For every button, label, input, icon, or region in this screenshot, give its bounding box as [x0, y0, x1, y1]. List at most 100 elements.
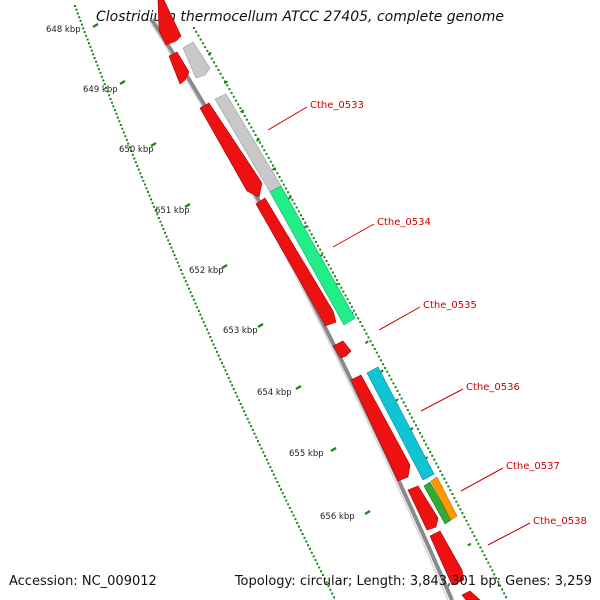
ruler-dot: [236, 395, 239, 398]
outer-ring-dot: [396, 389, 399, 392]
cds-feature[interactable]: [332, 340, 352, 359]
ruler-dot: [105, 86, 108, 89]
ruler-dot: [140, 176, 143, 179]
ruler-dot: [131, 153, 134, 156]
ruler-tick-label: 653 kbp: [223, 326, 258, 336]
outer-ring-dot: [289, 195, 292, 198]
ruler-dot: [125, 138, 128, 141]
outer-ring-dot: [352, 309, 355, 312]
outer-ring-dot: [350, 305, 353, 308]
cds-feature[interactable]: [407, 485, 439, 531]
leader-line: [420, 388, 464, 412]
ruler-dot: [170, 246, 173, 249]
gene-label[interactable]: Cthe_0535: [423, 300, 477, 311]
outer-ring-dot: [261, 145, 264, 148]
ruler-dot: [122, 131, 125, 134]
cds-feature[interactable]: [350, 374, 411, 482]
outer-ring-dot: [312, 237, 315, 240]
cds-feature[interactable]: [157, 0, 182, 46]
ruler-dot: [162, 228, 165, 231]
ruler-dot: [272, 473, 275, 476]
ruler-tick-label: 656 kbp: [320, 512, 355, 522]
ruler-dot: [299, 529, 302, 532]
outer-ring-dot: [425, 443, 428, 446]
ruler-dot: [97, 68, 100, 71]
ruler-dot: [234, 391, 237, 394]
ruler-dot: [290, 510, 293, 513]
outer-ring-dot: [340, 286, 343, 289]
cds-feature[interactable]: [430, 476, 458, 521]
ruler-dot: [154, 209, 157, 212]
ruler-dot: [327, 585, 330, 588]
outer-ring-dot: [219, 72, 222, 75]
ruler-dot: [276, 481, 279, 483]
ruler-dot: [320, 570, 323, 573]
accession-value: NC_009012: [81, 574, 157, 589]
outer-ring-dot: [417, 428, 419, 431]
outer-ring-dot: [439, 470, 442, 473]
outer-ring-dot: [481, 550, 484, 553]
cds-feature[interactable]: [168, 51, 190, 85]
ruler-dot: [116, 116, 119, 119]
outer-ring-dot: [495, 577, 498, 580]
cds-feature[interactable]: [255, 197, 337, 327]
gene-label[interactable]: Cthe_0538: [533, 516, 587, 527]
outer-ring-dot: [304, 221, 307, 224]
outer-ring-tick: [467, 542, 472, 547]
outer-ring-dot: [250, 126, 253, 129]
outer-ring-dot: [308, 229, 311, 232]
outer-ring-dot: [254, 134, 257, 136]
outer-ring-tick: [287, 196, 292, 200]
outer-ring-dot: [221, 76, 224, 79]
outer-ring-dot: [459, 508, 462, 511]
cds-feature[interactable]: [366, 366, 435, 481]
ruler-dot: [232, 388, 235, 390]
ruler-dot: [111, 101, 113, 104]
gene-label[interactable]: Cthe_0533: [310, 100, 364, 111]
outer-ring-dot: [300, 214, 302, 217]
outer-ring-dot: [336, 279, 339, 282]
ruler-dot: [307, 544, 310, 547]
ruler-dot: [76, 12, 79, 15]
outer-ring-dot: [475, 538, 478, 541]
ruler-dot: [133, 157, 136, 160]
outer-ring-dot: [293, 202, 296, 205]
outer-ring-dot: [394, 386, 397, 389]
ruler-dot: [82, 27, 85, 30]
ruler-dot: [139, 172, 142, 175]
cds-feature[interactable]: [429, 530, 465, 586]
outer-ring-dot: [239, 107, 242, 110]
outer-ring-dot: [404, 405, 407, 408]
gene-label[interactable]: Cthe_0537: [506, 461, 560, 472]
outer-ring-dot: [380, 359, 382, 362]
ruler-tick-label: 648 kbp: [46, 25, 81, 35]
outer-ring-dot: [201, 42, 204, 45]
outer-ring-tick: [256, 138, 261, 142]
ruler-dot: [179, 269, 182, 271]
cds-feature[interactable]: [199, 102, 263, 198]
outer-ring-dot: [453, 496, 456, 499]
ruler-dot: [74, 5, 76, 7]
outer-ring-dot: [265, 153, 268, 156]
gene-label[interactable]: Cthe_0534: [377, 217, 431, 228]
ruler-dot: [191, 295, 194, 298]
length-label: Length:: [356, 574, 406, 589]
ruler-dot: [118, 120, 121, 123]
cds-feature[interactable]: [461, 590, 481, 600]
gene-label[interactable]: Cthe_0536: [466, 382, 520, 393]
cds-feature[interactable]: [269, 185, 356, 326]
ruler-dot: [265, 458, 268, 461]
outer-ring-dot: [259, 141, 261, 144]
ruler-dot: [201, 317, 204, 320]
outer-ring-dot: [419, 431, 421, 434]
outer-ring-dot: [278, 176, 281, 178]
cds-feature[interactable]: [182, 41, 211, 79]
ruler-dot: [96, 64, 99, 67]
ruler-dot: [95, 60, 98, 63]
ruler-dot: [86, 38, 89, 41]
outer-ring-dot: [267, 156, 270, 159]
ruler-dot: [229, 380, 232, 383]
outer-ring-dot: [443, 477, 446, 480]
outer-ring-dot: [204, 46, 207, 49]
ruler-dot: [318, 566, 321, 569]
